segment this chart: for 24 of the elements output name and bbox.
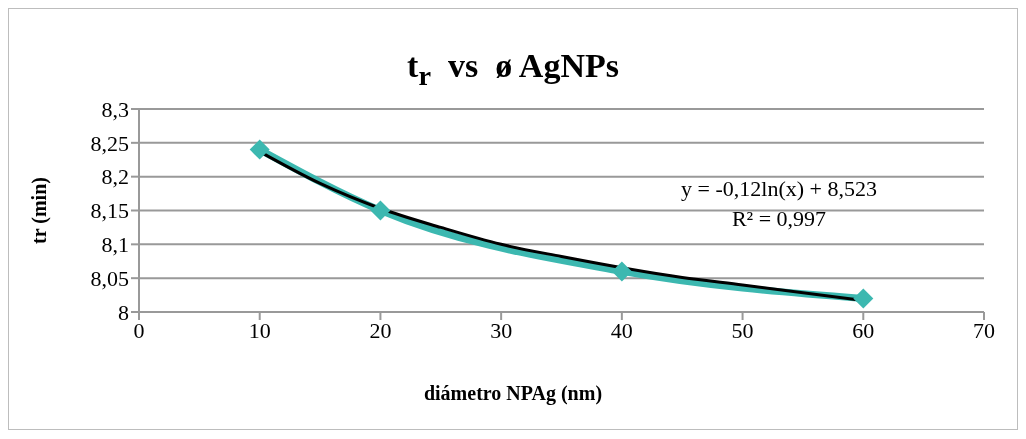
x-tick-label: 30 [490,317,513,343]
x-tick-label: 0 [133,317,145,343]
x-tick-label: 60 [852,317,875,343]
x-tick-label: 40 [610,317,633,343]
y-axis-title: tr (min) [28,177,52,244]
x-tick-label: 10 [248,317,271,343]
y-tick-label: 8 [118,299,129,325]
point [853,288,874,309]
y-tick-label: 8,25 [90,130,129,156]
chart-title: t$_{r}$ vs ø AgNPs [406,46,620,93]
x-tick-label: 20 [369,317,392,343]
annotation: R² = 0,997 [730,205,828,233]
y-tick-label: 8,1 [101,232,129,258]
y-tick-label: 8,3 [101,96,129,122]
x-axis-title: diámetro NPAg (nm) [422,382,604,405]
point [249,139,270,160]
point [611,261,632,282]
x-tick-label: 70 [973,317,995,343]
y-tick-label: 8,2 [101,164,129,190]
point [370,200,391,221]
annotation: y = -0,12ln(x) + 8,523 [680,175,878,203]
y-tick-label: 8,05 [90,265,129,291]
y-tick-label: 8,15 [90,198,129,224]
x-tick-label: 50 [731,317,754,343]
